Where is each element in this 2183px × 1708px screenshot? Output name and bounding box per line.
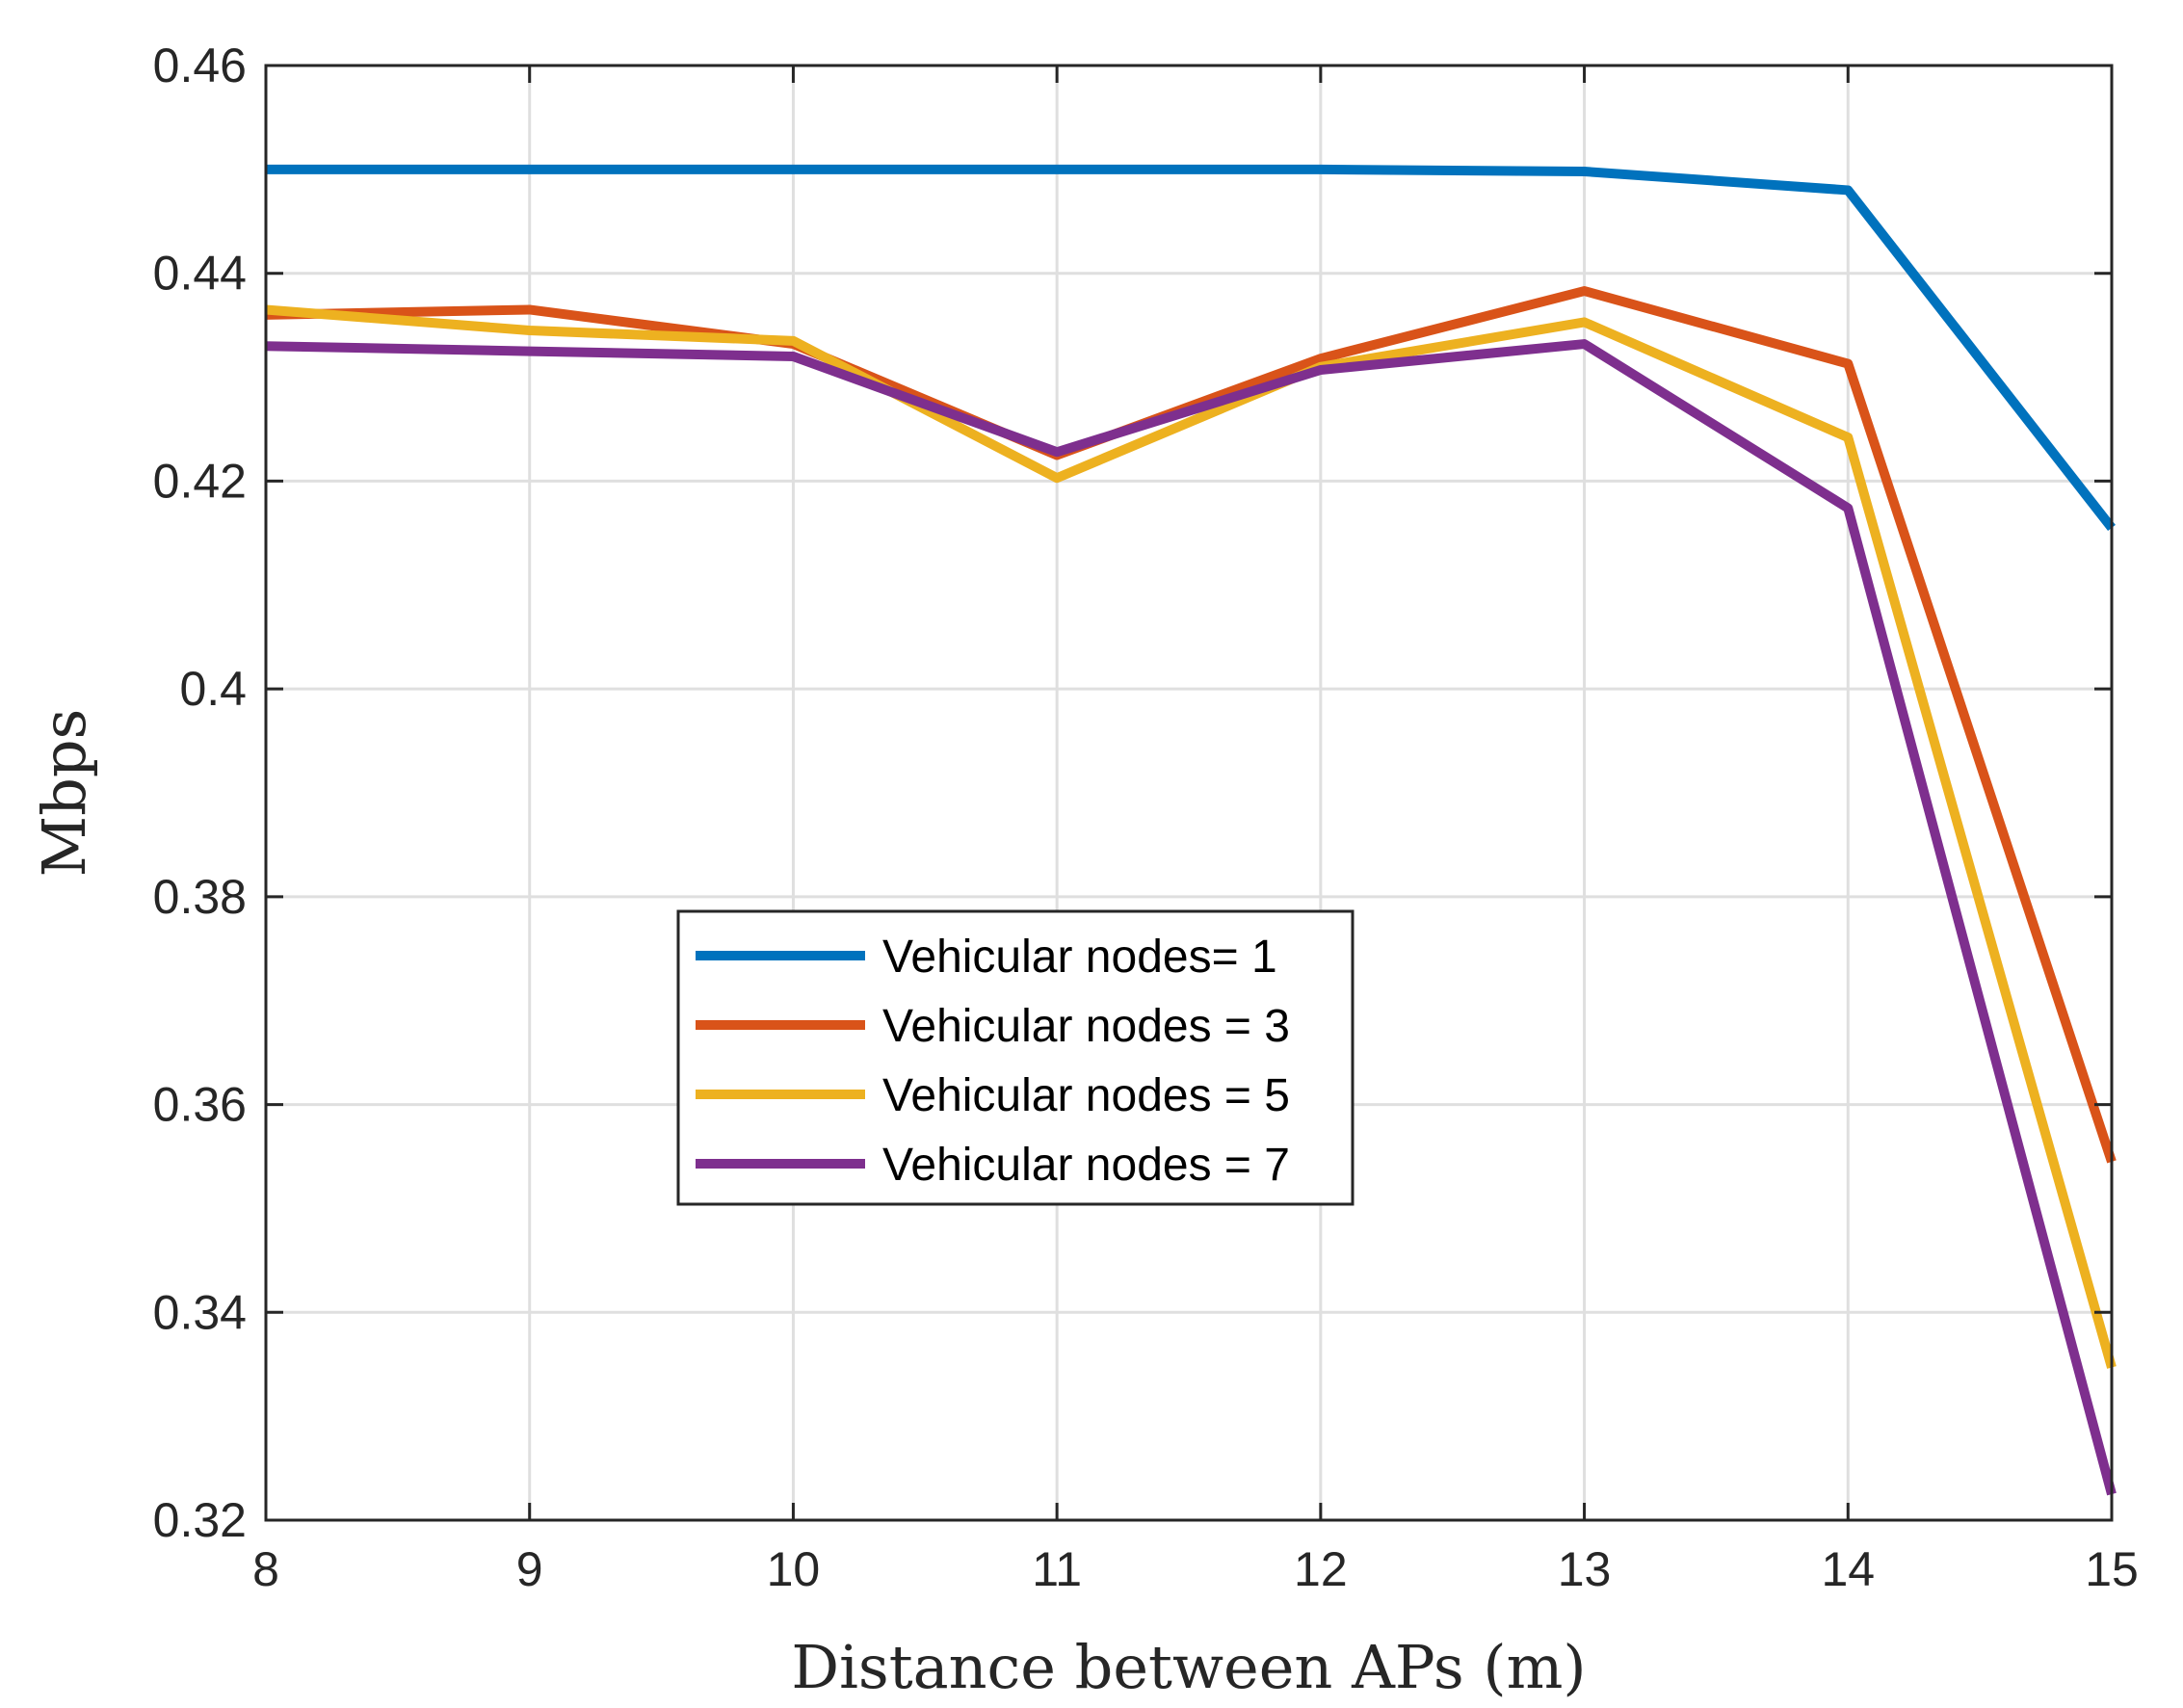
x-tick-label: 10 — [767, 1542, 821, 1596]
x-tick-label: 12 — [1294, 1542, 1348, 1596]
legend-label-1: Vehicular nodes= 1 — [882, 932, 1277, 983]
y-tick-label: 0.42 — [153, 454, 247, 508]
y-tick-label: 0.4 — [179, 662, 247, 716]
legend-label-2: Vehicular nodes = 3 — [882, 1001, 1290, 1052]
y-tick-label: 0.34 — [153, 1285, 247, 1339]
y-tick-label: 0.38 — [153, 870, 247, 924]
x-tick-label: 15 — [2085, 1542, 2139, 1596]
series-lines — [265, 164, 2117, 1496]
series-line-1 — [266, 164, 2116, 532]
series-line-3 — [265, 304, 2117, 1369]
x-axis-label: Distance between APs (m) — [791, 1632, 1586, 1702]
x-tick-label: 11 — [1032, 1542, 1082, 1596]
x-tick-label: 13 — [1558, 1542, 1612, 1596]
y-axis-label: Mbps — [29, 709, 99, 878]
y-tick-label: 0.36 — [153, 1078, 247, 1132]
grid — [266, 66, 2112, 1520]
x-tick-label: 14 — [1821, 1542, 1875, 1596]
y-tick-label: 0.32 — [153, 1493, 247, 1547]
series-line-4 — [265, 339, 2117, 1496]
y-tick-label: 0.46 — [153, 39, 247, 92]
legend-label-3: Vehicular nodes = 5 — [882, 1070, 1290, 1121]
x-tick-label: 8 — [252, 1542, 279, 1596]
y-tick-label: 0.44 — [153, 247, 247, 301]
legend: Vehicular nodes= 1 Vehicular nodes = 3 Veh… — [676, 909, 1355, 1206]
legend-label-4: Vehicular nodes = 7 — [882, 1140, 1290, 1191]
x-tick-label: 9 — [516, 1542, 543, 1596]
plot-area-frame — [264, 64, 2114, 1522]
axis-ticks: 8 9 10 11 12 13 14 15 0.32 0.34 0.36 0.38 0.4 0.42 0.4… — [153, 39, 2139, 1596]
